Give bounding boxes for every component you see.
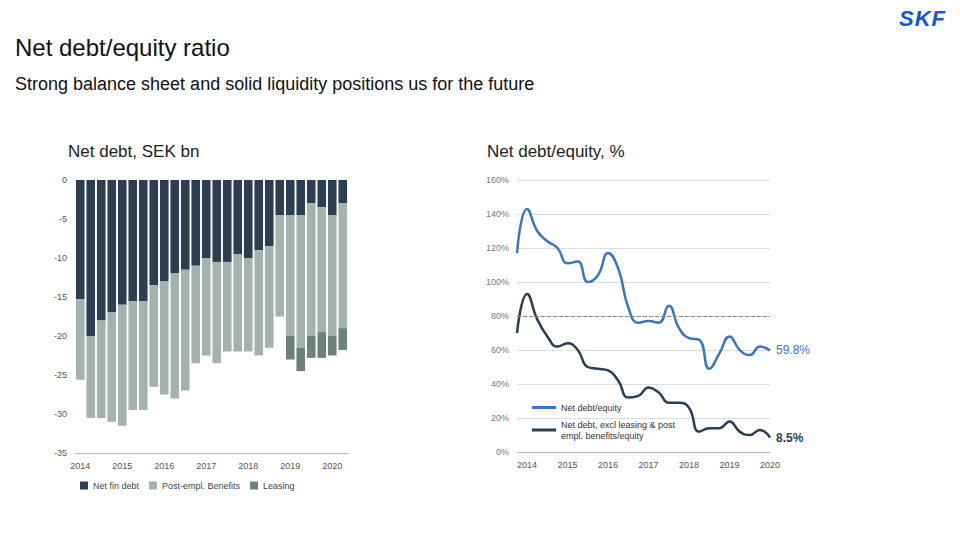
- svg-text:-5: -5: [59, 214, 67, 224]
- html-text:Net debt, SEK bn: Net debt, SEK bn: [68, 142, 200, 161]
- html-text:Net debt/equity ratio: Net debt/equity ratio: [15, 34, 230, 61]
- svg-text:100%: 100%: [486, 277, 509, 287]
- svg-text:40%: 40%: [491, 379, 509, 389]
- svg-text:-20: -20: [54, 331, 67, 341]
- svg-text:2016: 2016: [154, 461, 174, 471]
- svg-text:2018: 2018: [679, 460, 699, 470]
- svg-text:-15: -15: [54, 292, 67, 302]
- svg-text:2014: 2014: [70, 461, 90, 471]
- svg-text:Net debt, excl leasing & post: Net debt, excl leasing & post: [561, 420, 678, 430]
- svg-text:2017: 2017: [639, 460, 659, 470]
- svg-text:-25: -25: [54, 370, 67, 380]
- svg-text:140%: 140%: [486, 209, 509, 219]
- svg-text:2015: 2015: [558, 460, 578, 470]
- svg-text:160%: 160%: [486, 175, 509, 185]
- svg-text:2017: 2017: [196, 461, 216, 471]
- svg-text:59.8%: 59.8%: [776, 343, 810, 357]
- svg-text:2019: 2019: [720, 460, 740, 470]
- svg-text:-30: -30: [54, 409, 67, 419]
- svg-text:0%: 0%: [496, 447, 509, 457]
- svg-text:0: 0: [62, 175, 67, 185]
- svg-text:Leasing: Leasing: [263, 481, 295, 491]
- svg-text:8.5%: 8.5%: [776, 431, 804, 445]
- svg-text:20%: 20%: [491, 413, 509, 423]
- svg-text:2018: 2018: [238, 461, 258, 471]
- svg-text:2019: 2019: [280, 461, 300, 471]
- html-text:Net debt/equity, %: Net debt/equity, %: [487, 142, 625, 161]
- svg-text:2015: 2015: [112, 461, 132, 471]
- svg-text:Net fin debt: Net fin debt: [93, 481, 140, 491]
- svg-text:Net debt/equity: Net debt/equity: [561, 403, 622, 413]
- svg-text:2014: 2014: [517, 460, 537, 470]
- svg-text:2020: 2020: [760, 460, 780, 470]
- html-text:SKF: SKF: [899, 6, 946, 31]
- svg-text:Post-empl. Benefits: Post-empl. Benefits: [162, 481, 241, 491]
- svg-text:2016: 2016: [598, 460, 618, 470]
- svg-text:80%: 80%: [491, 311, 509, 321]
- html-text:Strong balance sheet and solid: Strong balance sheet and solid liquidity…: [15, 74, 535, 94]
- svg-text:2020: 2020: [322, 461, 342, 471]
- svg-text:-35: -35: [54, 448, 67, 458]
- svg-text:60%: 60%: [491, 345, 509, 355]
- svg-text:-10: -10: [54, 253, 67, 263]
- svg-text:120%: 120%: [486, 243, 509, 253]
- svg-text:empl. benefits/equity: empl. benefits/equity: [561, 431, 644, 441]
